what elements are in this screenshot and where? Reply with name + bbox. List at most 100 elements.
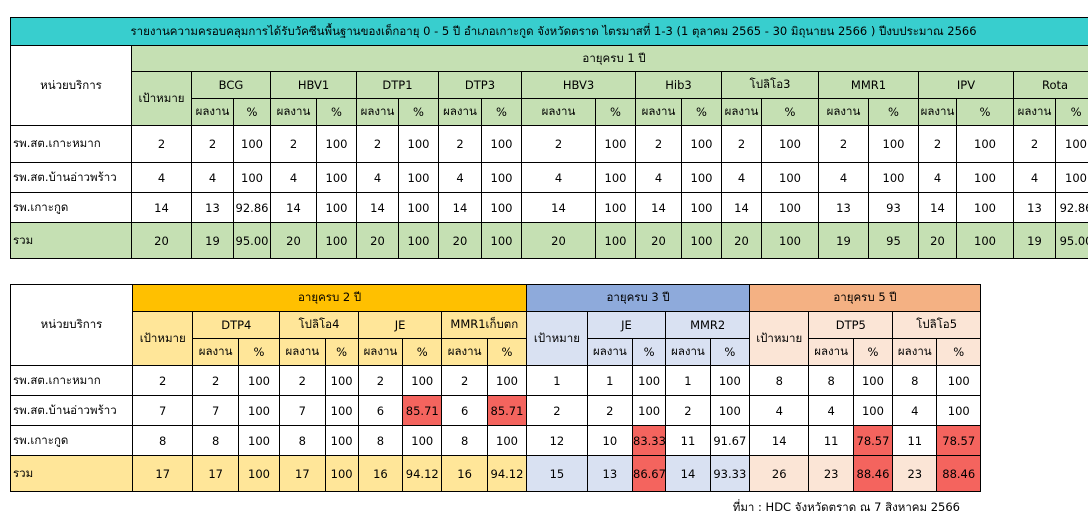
result-value: 4 [521, 162, 596, 193]
percent-header: % [1054, 98, 1088, 126]
result-header: ผลงาน [521, 98, 596, 126]
result-header: ผลงาน [918, 98, 957, 126]
vaccine-header: DTP4 [192, 311, 281, 339]
unit-name: รพ.สต.บ้านอ่าวพร้าว [10, 395, 133, 426]
percent-value: 100 [486, 425, 528, 456]
result-value: 2 [357, 365, 404, 396]
result-value: 2 [818, 125, 869, 163]
result-value: 4 [1013, 162, 1056, 193]
result-value: 8 [357, 425, 404, 456]
percent-value: 100 [956, 222, 1014, 259]
percent-header: % [681, 98, 722, 126]
percent-value: 92.86 [1054, 192, 1088, 223]
result-value: 8 [441, 425, 488, 456]
vaccine-header-row: เป้าหมาย DTP4 โปลิโอ4 JE MMR1เก็บตก เป้าหมาย J… [11, 311, 981, 366]
result-header: ผลงาน [441, 338, 488, 366]
target-value: 8 [748, 365, 810, 396]
percent-value: 100 [1054, 162, 1088, 193]
percent-value: 100 [709, 365, 751, 396]
percent-header: % [595, 98, 636, 126]
percent-header: % [324, 338, 359, 366]
result-value: 6 [357, 395, 404, 426]
percent-value: 95 [868, 222, 919, 259]
result-value: 1 [665, 365, 711, 396]
unit-name: รพ.สต.บ้านอ่าวพร้าว [10, 162, 132, 193]
percent-value: 100 [852, 395, 894, 426]
source-note: ที่มา : HDC จังหวัดตราด ณ 7 สิงหาคม 2566 [732, 500, 960, 514]
result-value: 2 [356, 125, 399, 163]
percent-value: 100 [402, 425, 443, 456]
percent-header: % [486, 338, 528, 366]
percent-value: 100 [681, 192, 722, 223]
percent-header: % [402, 338, 443, 366]
result-value: 4 [808, 395, 854, 426]
table-row: รพ.สต.บ้านอ่าวพร้าว 4 4 100 4 100 4 100 4 100 4 100… [10, 162, 1088, 193]
target-value: 2 [526, 395, 588, 426]
result-value: 1 [586, 365, 634, 396]
percent-value-below-target: 86.67 [632, 455, 667, 492]
result-header: ผลงาน [270, 98, 317, 126]
percent-header: % [481, 98, 522, 126]
result-value: 4 [892, 395, 938, 426]
percent-value: 93.33 [709, 455, 751, 492]
result-value: 17 [192, 455, 239, 492]
result-value: 17 [279, 455, 326, 492]
percent-value: 100 [481, 222, 522, 259]
vaccine-header: IPV [918, 71, 1014, 99]
result-value: 16 [357, 455, 404, 492]
header-row: หน่วยบริการ อายุครบ 2 ปี อายุครบ 3 ปี อายุค… [10, 284, 981, 366]
percent-header: % [632, 338, 667, 366]
percent-value: 100 [324, 365, 359, 396]
target-header: เป้าหมาย [131, 71, 192, 126]
vaccine-header: MMR1เก็บตก [441, 311, 528, 339]
percent-value: 94.12 [486, 455, 528, 492]
result-value: 4 [635, 162, 682, 193]
result-value: 20 [635, 222, 682, 259]
coverage-table-age2-3-5: หน่วยบริการ อายุครบ 2 ปี อายุครบ 3 ปี อายุค… [10, 284, 981, 492]
percent-value: 100 [632, 395, 667, 426]
result-value: 14 [635, 192, 682, 223]
result-value: 14 [521, 192, 596, 223]
percent-value: 100 [595, 222, 636, 259]
age-group-header: อายุครบ 3 ปี [526, 284, 750, 312]
percent-value: 100 [398, 162, 439, 193]
percent-value-below-target: 85.71 [486, 395, 528, 426]
result-value: 4 [270, 162, 317, 193]
result-value: 8 [279, 425, 326, 456]
result-value: 16 [441, 455, 488, 492]
percent-value: 100 [237, 365, 281, 396]
percent-value: 100 [398, 125, 439, 163]
percent-value: 100 [595, 192, 636, 223]
result-value: 11 [808, 425, 854, 456]
result-value: 4 [918, 162, 957, 193]
percent-value: 100 [956, 192, 1014, 223]
age-group-header: อายุครบ 2 ปี [131, 284, 528, 312]
total-label: รวม [10, 455, 133, 492]
table-row: รพ.สต.เกาะหมาก 2 2 100 2 100 2 100 2 100 2 100 2 100 2… [10, 125, 1088, 163]
percent-value-below-target: 83.33 [632, 425, 667, 456]
unit-name: รพ.เกาะกูด [10, 192, 132, 223]
result-value: 13 [1013, 192, 1056, 223]
result-header: ผลงาน [438, 98, 482, 126]
table-row: รพ.เกาะกูด 8 8 100 8 100 8 100 8 100 12 10 83.33 11 91… [10, 425, 981, 456]
percent-value-below-target: 88.46 [852, 455, 894, 492]
result-value: 13 [586, 455, 634, 492]
table-row: รพ.สต.เกาะหมาก 2 2 100 2 100 2 100 2 100 1 1 100 1 100… [10, 365, 981, 396]
result-value: 14 [356, 192, 399, 223]
result-value: 20 [270, 222, 317, 259]
subheader-row: ผลงาน% ผลงาน% ผลงาน% ผลงาน% ผลงาน% ผลงาน% ผลงา… [11, 98, 1088, 126]
percent-value: 100 [681, 222, 722, 259]
table-row: รพ.สต.บ้านอ่าวพร้าว 7 7 100 7 100 6 85.71 6 85.71… [10, 395, 981, 426]
result-value: 2 [1013, 125, 1056, 163]
target-value: 15 [526, 455, 588, 492]
vaccine-header: Hib3 [635, 71, 722, 99]
percent-value: 94.12 [402, 455, 443, 492]
target-value: 17 [131, 455, 194, 492]
percent-value-below-target: 88.46 [936, 455, 981, 492]
target-header: เป้าหมาย [131, 311, 194, 366]
percent-value: 100 [324, 395, 359, 426]
result-value: 2 [191, 125, 234, 163]
percent-value: 100 [316, 222, 357, 259]
target-value: 4 [748, 395, 810, 426]
result-header: ผลงาน [665, 338, 711, 366]
